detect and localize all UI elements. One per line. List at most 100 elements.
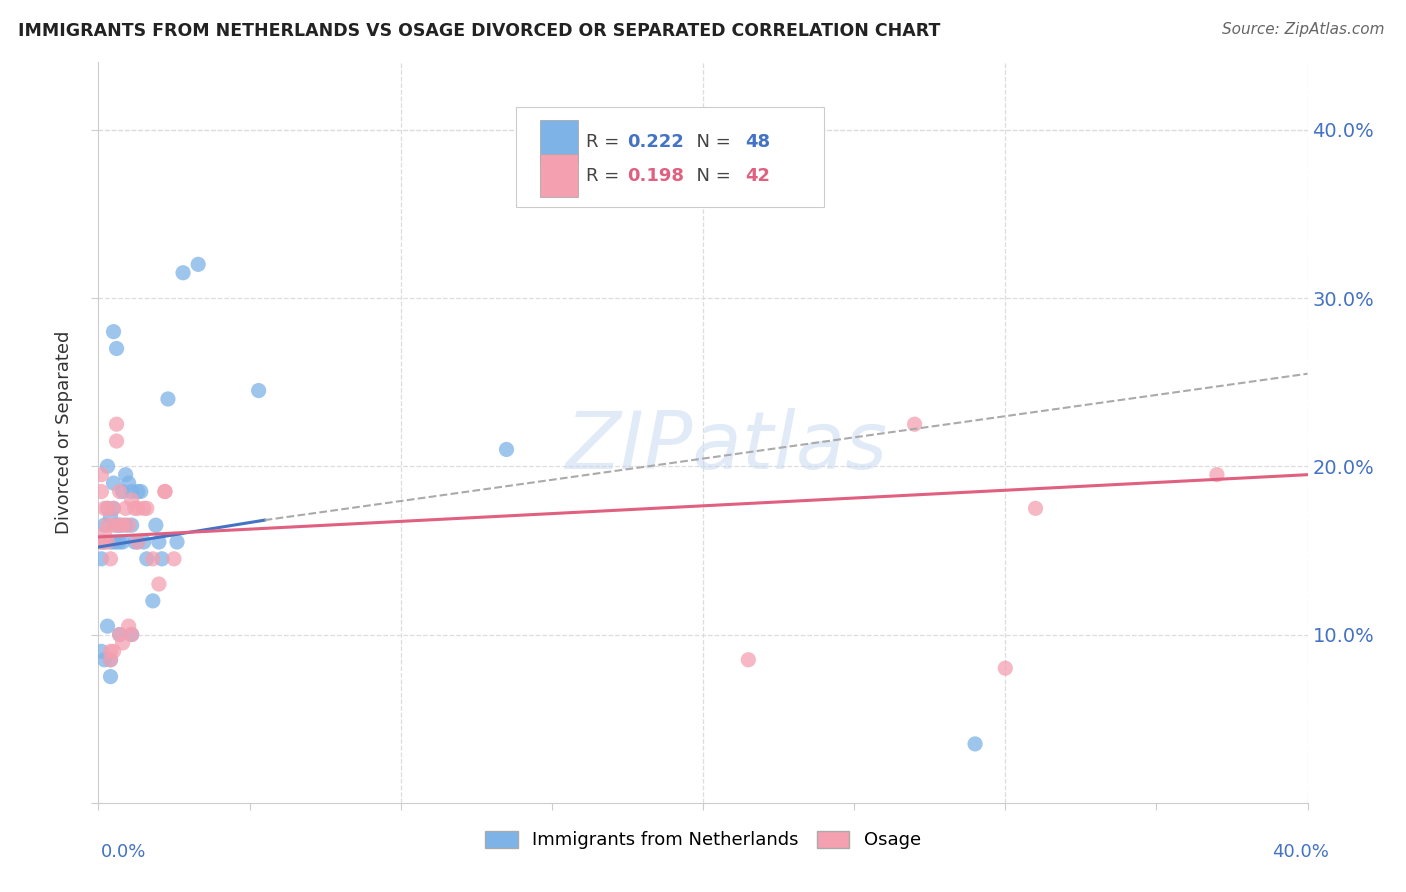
Point: [105, 518, 128, 533]
Point: [142, 594, 165, 608]
Point: [90, 467, 112, 482]
Point: [127, 501, 149, 516]
Point: [103, 501, 125, 516]
Point: [100, 551, 122, 566]
Point: [96, 459, 118, 474]
Text: 40.0%: 40.0%: [1272, 843, 1329, 861]
Point: [108, 518, 131, 533]
Point: [100, 644, 122, 658]
Point: [904, 417, 927, 432]
Point: [108, 627, 131, 641]
Point: [127, 535, 149, 549]
Point: [156, 392, 179, 406]
Point: [103, 535, 125, 549]
Point: [93, 526, 115, 541]
Point: [124, 535, 146, 549]
Text: IMMIGRANTS FROM NETHERLANDS VS OSAGE DIVORCED OR SEPARATED CORRELATION CHART: IMMIGRANTS FROM NETHERLANDS VS OSAGE DIV…: [18, 22, 941, 40]
Text: 0.0%: 0.0%: [101, 843, 146, 861]
Point: [737, 653, 759, 667]
Point: [121, 484, 143, 499]
Point: [153, 484, 176, 499]
Point: [129, 484, 152, 499]
Point: [111, 535, 134, 549]
Point: [105, 342, 128, 356]
Point: [132, 535, 155, 549]
Point: [100, 653, 122, 667]
Point: [100, 509, 122, 524]
Text: Source: ZipAtlas.com: Source: ZipAtlas.com: [1222, 22, 1385, 37]
Point: [118, 619, 141, 633]
Point: [121, 627, 143, 641]
Text: 0.222: 0.222: [627, 133, 683, 151]
Point: [132, 501, 155, 516]
Point: [100, 653, 122, 667]
Point: [114, 501, 136, 516]
Point: [96, 518, 118, 533]
Point: [121, 627, 143, 641]
Point: [111, 636, 134, 650]
Point: [100, 670, 122, 684]
Point: [103, 325, 125, 339]
Point: [108, 518, 131, 533]
Point: [153, 484, 176, 499]
Point: [93, 501, 115, 516]
Point: [163, 551, 186, 566]
Point: [142, 551, 165, 566]
Point: [103, 501, 125, 516]
Point: [127, 535, 149, 549]
Point: [965, 737, 987, 751]
FancyBboxPatch shape: [516, 107, 824, 207]
Point: [96, 619, 118, 633]
Point: [118, 518, 141, 533]
Point: [105, 535, 128, 549]
Point: [121, 518, 143, 533]
Point: [108, 627, 131, 641]
Point: [90, 644, 112, 658]
Point: [93, 653, 115, 667]
Point: [90, 535, 112, 549]
Point: [96, 535, 118, 549]
Point: [135, 501, 157, 516]
Point: [105, 434, 128, 448]
Point: [148, 577, 170, 591]
Point: [124, 501, 146, 516]
Text: N =: N =: [685, 167, 737, 185]
Point: [111, 518, 134, 533]
Text: N =: N =: [685, 133, 737, 151]
Point: [96, 501, 118, 516]
Point: [118, 476, 141, 491]
Point: [187, 257, 209, 271]
Point: [111, 484, 134, 499]
Point: [90, 535, 112, 549]
Text: R =: R =: [586, 133, 624, 151]
Point: [247, 384, 270, 398]
Point: [172, 266, 194, 280]
Point: [100, 535, 122, 549]
Legend: Immigrants from Netherlands, Osage: Immigrants from Netherlands, Osage: [478, 823, 928, 856]
Point: [1206, 467, 1229, 482]
Point: [150, 551, 173, 566]
Point: [108, 535, 131, 549]
Point: [495, 442, 517, 457]
Point: [93, 535, 115, 549]
Point: [103, 476, 125, 491]
Text: 0.198: 0.198: [627, 167, 683, 185]
Point: [1024, 501, 1046, 516]
Y-axis label: Divorced or Separated: Divorced or Separated: [55, 331, 73, 534]
Point: [96, 501, 118, 516]
FancyBboxPatch shape: [540, 120, 578, 163]
Point: [166, 535, 188, 549]
Text: 42: 42: [745, 167, 770, 185]
Text: ZIPatlas: ZIPatlas: [567, 409, 889, 486]
Point: [114, 467, 136, 482]
Point: [994, 661, 1017, 675]
Point: [127, 484, 149, 499]
Point: [90, 551, 112, 566]
Point: [103, 518, 125, 533]
Point: [93, 518, 115, 533]
Point: [93, 535, 115, 549]
Point: [90, 484, 112, 499]
Point: [103, 644, 125, 658]
Point: [121, 492, 143, 507]
Point: [108, 484, 131, 499]
